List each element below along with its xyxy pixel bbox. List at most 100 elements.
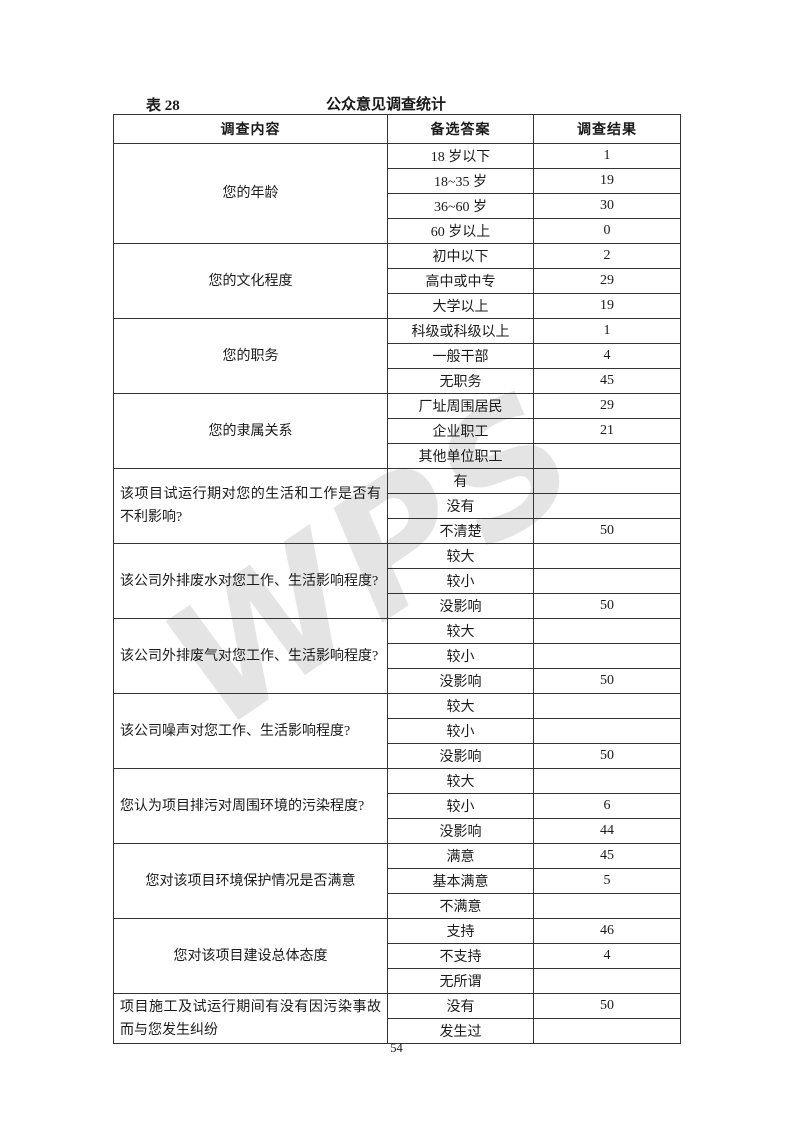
result-cell	[533, 893, 681, 919]
option-cell: 36~60 岁	[387, 193, 534, 219]
option-cell: 较大	[387, 768, 534, 794]
table-row: 无所谓	[114, 968, 681, 994]
result-cell: 45	[533, 843, 681, 869]
table-row: 基本满意 5	[114, 868, 681, 894]
question-cell: 您认为项目排污对周围环境的污染程度?	[113, 768, 388, 844]
table-row: 该公司外排废水对您工作、生活影响程度? 较大	[113, 543, 681, 619]
result-cell	[533, 443, 681, 469]
option-cell: 较大	[387, 693, 534, 719]
option-cell: 没影响	[387, 818, 534, 844]
table-row: 项目施工及试运行期间有没有因污染事故而与您发生纠纷 没有 50	[113, 993, 681, 1044]
option-cell: 没影响	[387, 668, 534, 694]
option-cell: 没影响	[387, 743, 534, 769]
question-cell: 该公司外排废气对您工作、生活影响程度?	[113, 618, 388, 694]
table-row: 您的文化程度 初中以下 2	[113, 243, 681, 319]
result-cell: 45	[533, 368, 681, 394]
option-cell: 发生过	[387, 1018, 534, 1044]
option-cell: 较大	[387, 618, 534, 644]
result-cell: 44	[533, 818, 681, 844]
result-cell: 30	[533, 193, 681, 219]
table-row: 您的职务 科级或科级以上 1	[113, 318, 681, 394]
result-cell: 50	[533, 518, 681, 544]
option-cell: 没影响	[387, 593, 534, 619]
table-row: 您对该项目环境保护情况是否满意 满意 45	[113, 843, 681, 919]
question-cell: 该公司噪声对您工作、生活影响程度?	[113, 693, 388, 769]
page-number: 54	[390, 1041, 403, 1055]
option-cell: 18 岁以下	[387, 143, 534, 169]
option-cell: 科级或科级以上	[387, 318, 534, 344]
result-cell: 4	[533, 343, 681, 369]
table-row: 18~35 岁 19	[114, 168, 681, 194]
table-row: 没影响 44	[114, 818, 681, 844]
option-cell: 较小	[387, 793, 534, 819]
result-cell: 29	[533, 393, 681, 419]
table-row: 没影响 50	[114, 593, 681, 619]
option-cell: 一般干部	[387, 343, 534, 369]
option-cell: 60 岁以上	[387, 218, 534, 244]
header-cell-options: 备选答案	[387, 114, 534, 144]
result-cell	[533, 543, 681, 569]
table-row: 大学以上 19	[114, 293, 681, 319]
result-cell: 1	[533, 143, 681, 169]
table-row: 较小 6	[114, 793, 681, 819]
table-row: 没影响 50	[114, 743, 681, 769]
result-cell: 19	[533, 293, 681, 319]
option-cell: 较小	[387, 568, 534, 594]
result-cell: 5	[533, 868, 681, 894]
result-cell: 19	[533, 168, 681, 194]
result-cell	[533, 468, 681, 494]
result-cell: 46	[533, 918, 681, 944]
option-cell: 较小	[387, 643, 534, 669]
option-cell: 没有	[387, 993, 534, 1019]
question-cell: 您的隶属关系	[113, 393, 388, 469]
result-cell	[533, 618, 681, 644]
table-row: 您认为项目排污对周围环境的污染程度? 较大	[113, 768, 681, 844]
header-cell-survey-content: 调查内容	[113, 114, 388, 144]
question-cell: 该公司外排废水对您工作、生活影响程度?	[113, 543, 388, 619]
table-row: 您对该项目建设总体态度 支持 46	[113, 918, 681, 994]
table-row: 没影响 50	[114, 668, 681, 694]
option-cell: 18~35 岁	[387, 168, 534, 194]
result-cell: 6	[533, 793, 681, 819]
table-row: 您的隶属关系 厂址周围居民 29	[113, 393, 681, 469]
result-cell: 1	[533, 318, 681, 344]
option-cell: 其他单位职工	[387, 443, 534, 469]
table-row: 您的年龄 18 岁以下 1	[113, 143, 681, 244]
table-row: 36~60 岁 30	[114, 193, 681, 219]
header-cell-results: 调查结果	[533, 114, 681, 144]
table-number-label: 表 28	[146, 98, 180, 114]
result-cell: 0	[533, 218, 681, 244]
table-row: 60 岁以上 0	[114, 218, 681, 244]
option-cell: 不满意	[387, 893, 534, 919]
option-cell: 不支持	[387, 943, 534, 969]
result-cell: 4	[533, 943, 681, 969]
result-cell	[533, 1018, 681, 1044]
question-cell: 您的职务	[113, 318, 388, 394]
table-row: 企业职工 21	[114, 418, 681, 444]
table-row: 不支持 4	[114, 943, 681, 969]
question-cell: 该项目试运行期对您的生活和工作是否有不利影响?	[113, 468, 388, 544]
result-cell	[533, 718, 681, 744]
table-row: 发生过	[114, 1018, 681, 1044]
table-header-row: 调查内容 备选答案 调查结果	[113, 114, 681, 144]
survey-table: 调查内容 备选答案 调查结果 您的年龄 18 岁以下 1 18~35 岁 19 36~60…	[113, 114, 681, 1044]
result-cell	[533, 643, 681, 669]
result-cell	[533, 568, 681, 594]
option-cell: 初中以下	[387, 243, 534, 269]
option-cell: 基本满意	[387, 868, 534, 894]
result-cell	[533, 693, 681, 719]
option-cell: 厂址周围居民	[387, 393, 534, 419]
result-cell	[533, 968, 681, 994]
option-cell: 无职务	[387, 368, 534, 394]
table-row: 其他单位职工	[114, 443, 681, 469]
result-cell	[533, 493, 681, 519]
table-row: 高中或中专 29	[114, 268, 681, 294]
table-row: 该项目试运行期对您的生活和工作是否有不利影响? 有	[113, 468, 681, 544]
option-cell: 大学以上	[387, 293, 534, 319]
result-cell: 50	[533, 993, 681, 1019]
option-cell: 高中或中专	[387, 268, 534, 294]
question-cell: 您的文化程度	[113, 243, 388, 319]
result-cell: 50	[533, 593, 681, 619]
table-row: 较小	[114, 643, 681, 669]
result-cell	[533, 768, 681, 794]
